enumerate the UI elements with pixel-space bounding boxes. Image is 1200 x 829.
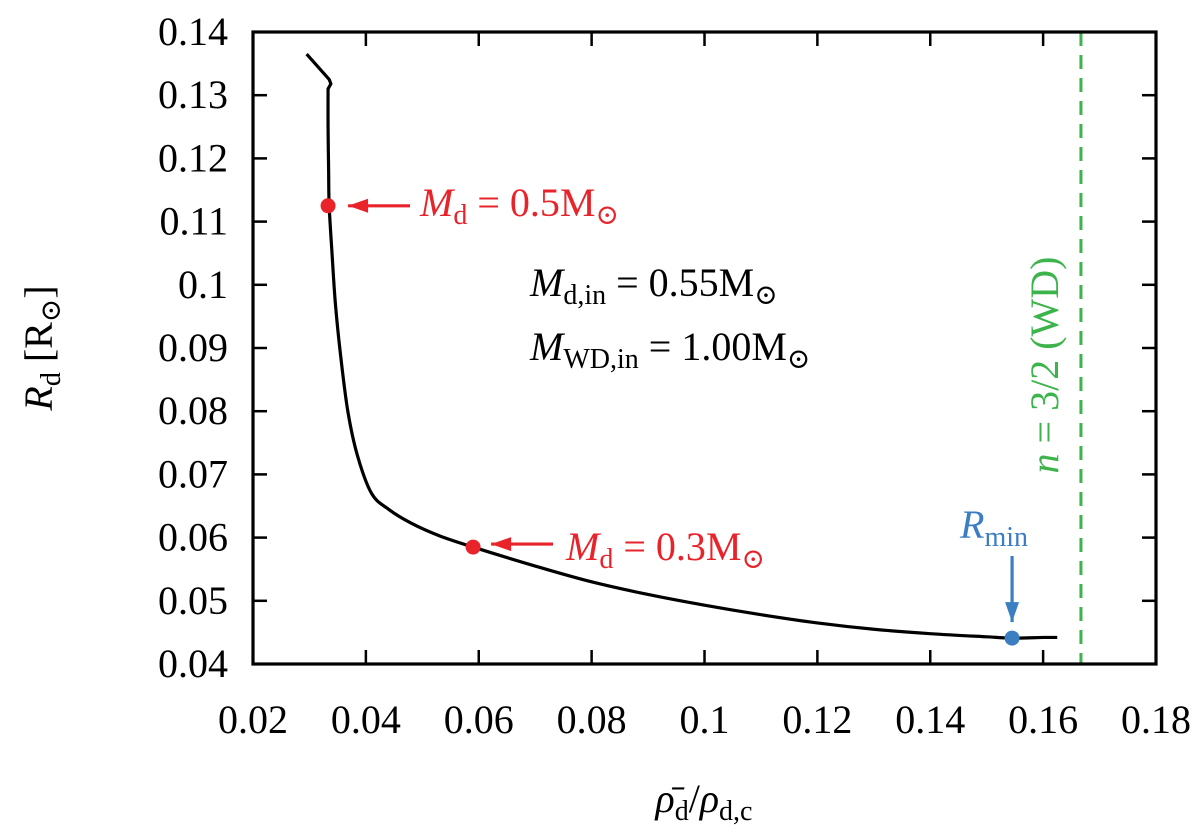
x-tick-label: 0.06 bbox=[444, 697, 514, 742]
marker-Md-0.3 bbox=[465, 539, 481, 555]
annotation-mwd-in: MWD,in = 1.00M⊙ bbox=[529, 324, 810, 375]
y-tick-label: 0.06 bbox=[158, 515, 228, 560]
tick-labels: 0.02 0.04 0.06 0.08 0.1 0.12 0.14 0.16 0.18 0.04 0… bbox=[158, 9, 1191, 742]
marker-Md-0.5 bbox=[320, 198, 336, 214]
arrow-md-03 bbox=[491, 537, 553, 552]
x-axis-title: ρ̄d/ρd,c bbox=[654, 776, 753, 827]
marker-Rmin bbox=[1004, 630, 1020, 646]
arrow-md-03-head bbox=[491, 537, 512, 552]
annotation-md-05: Md = 0.5M⊙ bbox=[419, 180, 619, 231]
arrow-rmin-head bbox=[1005, 602, 1020, 623]
arrow-md-05-head bbox=[348, 198, 369, 213]
plot-frame bbox=[251, 30, 1158, 666]
annotation-rmin: Rmin bbox=[959, 502, 1028, 553]
x-tick-label: 0.14 bbox=[895, 697, 965, 742]
x-tick-label: 0.1 bbox=[680, 697, 730, 742]
series-line bbox=[305, 53, 1058, 640]
y-tick-label: 0.09 bbox=[158, 325, 228, 370]
y-tick-label: 0.14 bbox=[158, 9, 228, 54]
y-tick-label: 0.11 bbox=[159, 199, 228, 244]
y-tick-label: 0.13 bbox=[158, 72, 228, 117]
y-axis-title: Rd[R⊙] bbox=[16, 285, 67, 411]
x-tick-label: 0.18 bbox=[1121, 697, 1191, 742]
annotation-md-03: Md = 0.3M⊙ bbox=[565, 524, 765, 575]
arrow-md-05 bbox=[348, 198, 410, 213]
x-tick-label: 0.12 bbox=[782, 697, 852, 742]
arrow-rmin bbox=[1005, 556, 1020, 623]
x-tick-label: 0.16 bbox=[1008, 697, 1078, 742]
y-tick-label: 0.07 bbox=[158, 451, 228, 496]
annotation-md-in: Md,in = 0.55M⊙ bbox=[529, 260, 778, 311]
annotation-wd-line: n = 3/2 (WD) bbox=[1022, 257, 1067, 474]
markers bbox=[320, 198, 1020, 646]
y-tick-label: 0.05 bbox=[158, 578, 228, 623]
x-tick-label: 0.04 bbox=[331, 697, 401, 742]
y-tick-label: 0.12 bbox=[158, 135, 228, 180]
y-tick-label: 0.04 bbox=[158, 641, 228, 686]
x-tick-label: 0.08 bbox=[557, 697, 627, 742]
x-tick-label: 0.02 bbox=[218, 697, 288, 742]
annotation-arrows bbox=[348, 198, 1020, 623]
y-tick-label: 0.1 bbox=[178, 262, 228, 307]
y-tick-label: 0.08 bbox=[158, 388, 228, 433]
